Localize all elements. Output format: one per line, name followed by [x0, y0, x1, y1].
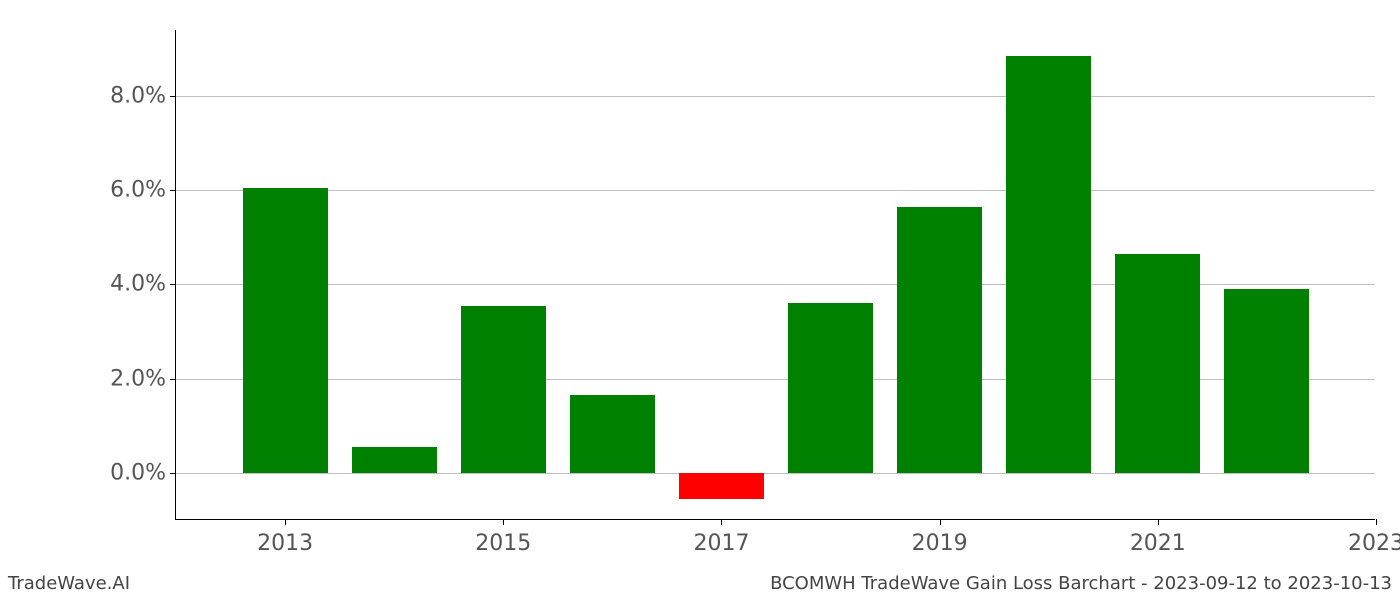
xtick-label: 2023	[1348, 519, 1400, 556]
bar-2020	[1006, 56, 1091, 473]
bar-2015	[461, 306, 546, 473]
bar-2017	[679, 473, 764, 499]
xtick-label: 2017	[693, 519, 749, 556]
ytick-label: 6.0%	[110, 178, 176, 203]
footer-brand: TradeWave.AI	[8, 573, 130, 594]
bar-2016	[570, 395, 655, 473]
bar-2019	[897, 207, 982, 473]
footer-caption: BCOMWH TradeWave Gain Loss Barchart - 20…	[770, 573, 1392, 594]
ytick-label: 2.0%	[110, 366, 176, 391]
xtick-label: 2013	[257, 519, 313, 556]
bar-2013	[243, 188, 328, 473]
gridline	[176, 190, 1375, 191]
gain-loss-barchart: 0.0%2.0%4.0%6.0%8.0%20132015201720192021…	[175, 30, 1375, 520]
ytick-label: 8.0%	[110, 83, 176, 108]
xtick-label: 2019	[912, 519, 968, 556]
bar-2022	[1224, 289, 1309, 473]
ytick-label: 4.0%	[110, 272, 176, 297]
bar-2018	[788, 303, 873, 473]
bar-2014	[352, 447, 437, 473]
xtick-label: 2021	[1130, 519, 1186, 556]
bar-2021	[1115, 254, 1200, 473]
xtick-label: 2015	[475, 519, 531, 556]
ytick-label: 0.0%	[110, 460, 176, 485]
gridline	[176, 96, 1375, 97]
gridline	[176, 473, 1375, 474]
